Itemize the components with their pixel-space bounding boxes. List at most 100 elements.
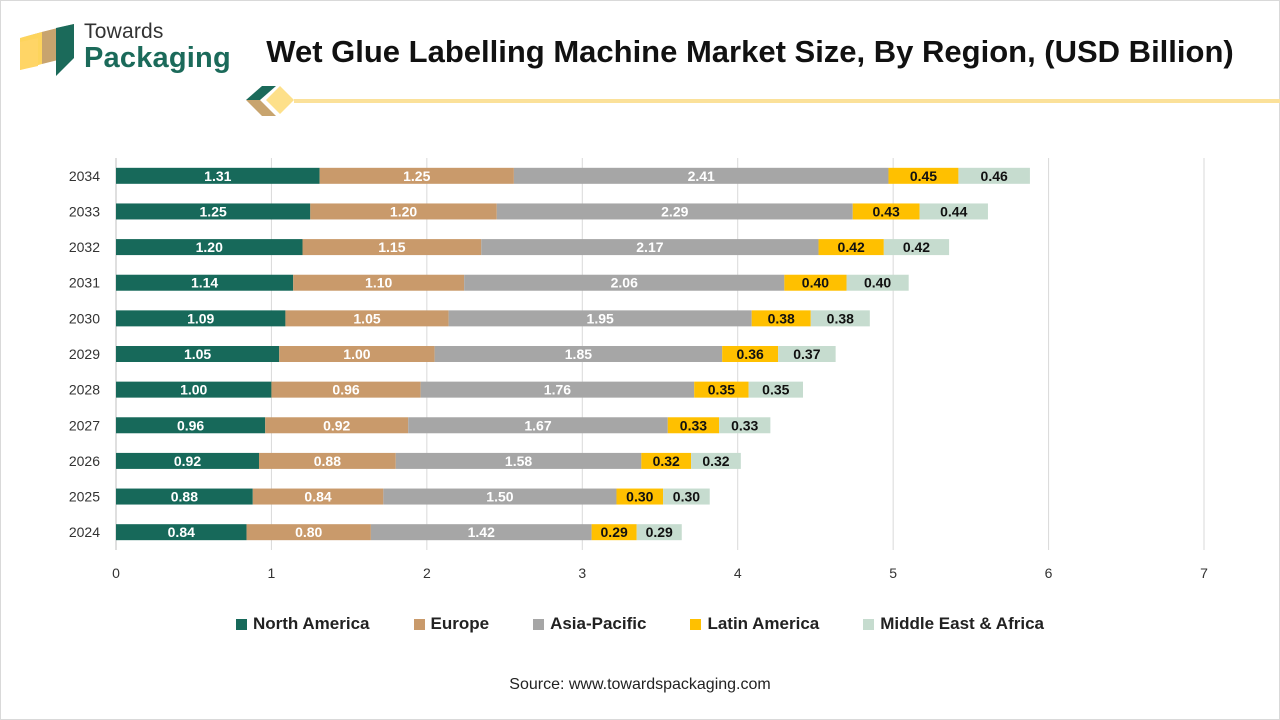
data-label: 1.05 [184, 346, 211, 362]
y-tick-label: 2033 [69, 203, 100, 219]
x-tick-label: 4 [734, 565, 742, 581]
bar-segment [383, 488, 617, 505]
legend-item: Middle East & Africa [863, 614, 1044, 634]
bar-segment [448, 310, 752, 327]
bar-segment [722, 346, 779, 362]
data-label: 1.50 [486, 489, 513, 505]
legend-label: Asia-Pacific [550, 614, 647, 633]
x-tick-label: 7 [1200, 565, 1208, 581]
data-label: 0.38 [768, 310, 795, 326]
legend-swatch [533, 618, 545, 630]
y-tick-label: 2031 [69, 275, 100, 291]
bar-segment [663, 488, 710, 505]
y-tick-label: 2030 [69, 310, 100, 326]
legend-swatch [863, 618, 875, 630]
legend-item: Europe [413, 614, 489, 634]
chart-legend: North America Europe Asia-Pacific Latin Ame… [0, 614, 1280, 634]
data-label: 0.96 [332, 382, 359, 398]
x-tick-label: 6 [1045, 565, 1053, 581]
bar-segment [252, 488, 384, 505]
data-label: 1.14 [191, 275, 218, 291]
bar-segment [616, 488, 664, 505]
legend-swatch [235, 618, 247, 630]
bar-segment [408, 417, 668, 434]
bar-segment [116, 203, 311, 220]
data-label: 0.80 [295, 524, 322, 540]
data-label: 0.96 [177, 417, 204, 433]
bar-segment [958, 167, 1030, 184]
bar-segment [293, 274, 465, 291]
x-tick-label: 0 [112, 565, 120, 581]
data-label: 0.36 [737, 346, 764, 362]
bar-segment [888, 167, 959, 184]
data-label: 0.33 [731, 417, 758, 433]
data-label: 0.30 [673, 489, 700, 505]
data-label: 0.42 [903, 239, 930, 255]
data-label: 0.92 [323, 417, 350, 433]
data-label: 1.25 [403, 168, 430, 184]
bar-segment [319, 167, 514, 184]
bar-segment [271, 381, 421, 398]
data-label: 1.58 [505, 453, 532, 469]
data-label: 0.38 [827, 310, 854, 326]
data-label: 0.84 [168, 524, 195, 540]
data-label: 1.00 [343, 346, 370, 362]
bar-segment [246, 524, 371, 541]
data-label: 1.42 [468, 524, 495, 540]
y-tick-label: 2028 [69, 382, 100, 398]
data-label: 0.30 [626, 489, 653, 505]
bar-segment [285, 310, 449, 327]
data-label: 1.09 [187, 310, 214, 326]
box-logo-icon [20, 24, 74, 76]
data-label: 0.35 [762, 382, 789, 398]
bar-segment [818, 239, 884, 256]
bar-segment [513, 167, 889, 184]
y-tick-label: 2026 [69, 453, 100, 469]
brand-logo: Towards Packaging [16, 20, 236, 82]
data-label: 1.76 [544, 382, 571, 398]
x-tick-label: 2 [423, 565, 431, 581]
bar-segment [694, 381, 749, 398]
data-label: 1.20 [390, 203, 417, 219]
data-label: 0.37 [793, 346, 820, 362]
data-label: 1.20 [196, 239, 223, 255]
bar-segment [919, 203, 988, 220]
bar-segment [116, 346, 280, 362]
bar-segment [116, 417, 266, 434]
bar-segment [751, 310, 811, 327]
data-label: 1.00 [180, 382, 207, 398]
bar-segment [116, 310, 286, 327]
y-tick-label: 2027 [69, 417, 100, 433]
bar-segment [434, 346, 723, 362]
data-label: 0.29 [646, 524, 673, 540]
data-label: 0.29 [601, 524, 628, 540]
data-label: 1.10 [365, 275, 392, 291]
x-tick-label: 3 [578, 565, 586, 581]
data-label: 0.40 [864, 275, 891, 291]
data-label: 2.41 [688, 168, 715, 184]
bar-segment [370, 524, 592, 541]
brand-name-line1: Towards [84, 20, 164, 43]
data-label: 0.42 [838, 239, 865, 255]
data-label: 1.05 [353, 310, 380, 326]
data-label: 1.67 [524, 417, 551, 433]
legend-swatch [413, 618, 425, 630]
data-label: 1.85 [565, 346, 592, 362]
bar-segment [883, 239, 950, 256]
data-label: 0.88 [314, 453, 341, 469]
bar-segment [116, 381, 272, 398]
data-label: 1.31 [204, 168, 231, 184]
bar-segment [116, 524, 247, 541]
bar-segment [496, 203, 853, 220]
data-label: 0.43 [873, 203, 900, 219]
data-label: 2.06 [611, 275, 638, 291]
legend-label: North America [252, 614, 370, 633]
data-label: 0.88 [171, 489, 198, 505]
bar-segment [395, 452, 642, 469]
title-underline-decoration [246, 86, 1280, 116]
data-label: 0.40 [802, 275, 829, 291]
bar-segment [116, 167, 320, 184]
data-label: 0.32 [653, 453, 680, 469]
data-label: 0.92 [174, 453, 201, 469]
bar-segment [279, 346, 435, 362]
